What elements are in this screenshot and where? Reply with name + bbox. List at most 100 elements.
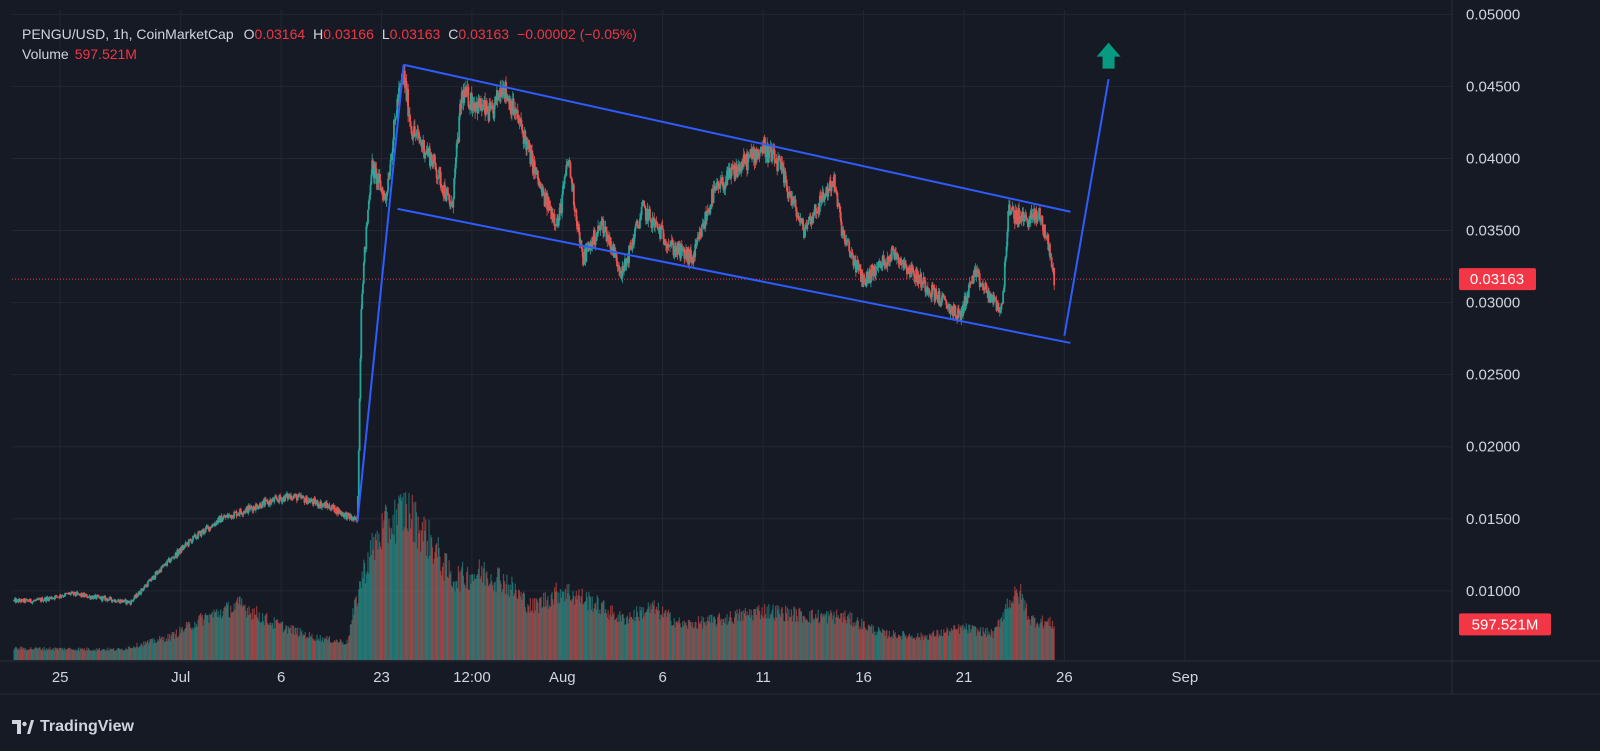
volume-bar xyxy=(418,532,420,660)
volume-bar xyxy=(1028,619,1030,660)
volume-bar xyxy=(282,621,284,660)
volume-bar xyxy=(19,649,21,660)
candle-body xyxy=(491,105,494,110)
candle-body xyxy=(772,149,775,151)
candle-body xyxy=(388,178,390,180)
volume-bar xyxy=(977,631,979,660)
volume-bar xyxy=(543,607,546,660)
candle-body xyxy=(387,178,389,192)
volume-bar xyxy=(544,592,546,660)
symbol-label[interactable]: PENGU/USD, 1h, CoinMarketCap xyxy=(22,26,234,42)
volume-bar xyxy=(753,609,755,660)
volume-bar xyxy=(646,611,648,660)
volume-bar xyxy=(456,588,459,660)
volume-bar xyxy=(969,632,972,660)
volume-bar xyxy=(564,601,566,660)
volume-bar xyxy=(506,574,508,660)
volume-bar xyxy=(119,649,121,660)
volume-bar xyxy=(420,530,423,660)
volume-bar xyxy=(193,627,195,660)
volume-bar xyxy=(191,627,193,660)
volume-bar xyxy=(1025,607,1027,660)
volume-bar xyxy=(767,618,769,660)
volume-bar xyxy=(111,648,113,660)
volume-bar xyxy=(952,629,954,660)
candle-body xyxy=(408,114,411,122)
volume-bar xyxy=(285,625,287,660)
volume-bar xyxy=(906,638,908,660)
volume-bar xyxy=(536,599,538,660)
volume-bar xyxy=(338,642,340,660)
tradingview-logo[interactable]: TradingView xyxy=(12,718,134,736)
candle-body xyxy=(978,273,981,288)
volume-bar xyxy=(885,631,887,660)
volume-bar xyxy=(828,616,830,660)
up-arrow-icon xyxy=(1096,42,1121,69)
volume-bar xyxy=(984,628,987,660)
volume-bar xyxy=(512,596,515,660)
volume-bar xyxy=(943,629,945,660)
volume-bar xyxy=(523,593,526,660)
volume-bar xyxy=(1009,599,1011,660)
volume-bar xyxy=(687,619,690,660)
candle-body xyxy=(302,496,305,498)
volume-bar xyxy=(1026,620,1028,660)
candle-body xyxy=(730,169,733,179)
volume-bar xyxy=(864,627,866,660)
candle-body xyxy=(970,282,973,284)
volume-bar xyxy=(246,607,249,660)
volume-bar xyxy=(389,527,391,660)
candle-body xyxy=(162,564,165,567)
volume-bar xyxy=(58,647,60,660)
candle-body xyxy=(567,163,569,166)
candle-body xyxy=(1000,303,1003,310)
volume-bar xyxy=(1036,623,1038,660)
volume-bar xyxy=(615,617,618,660)
volume-bar xyxy=(465,588,467,660)
volume-bar xyxy=(121,648,123,660)
volume-bar xyxy=(276,619,278,660)
volume-bar xyxy=(815,618,818,660)
volume-bar xyxy=(196,626,198,660)
volume-bar xyxy=(693,627,695,660)
candle-body xyxy=(290,495,292,500)
volume-bar xyxy=(608,619,610,660)
volume-bar xyxy=(1041,622,1043,660)
volume-bar xyxy=(487,586,490,660)
volume-bar xyxy=(203,619,205,660)
volume-label[interactable]: Volume xyxy=(22,46,69,62)
volume-bar xyxy=(645,612,647,660)
volume-bar xyxy=(60,647,62,660)
volume-bar xyxy=(471,574,473,660)
candle-body xyxy=(361,293,364,310)
volume-bar xyxy=(458,572,460,660)
volume-bar xyxy=(686,625,688,660)
volume-bar xyxy=(384,511,386,660)
volume-bar xyxy=(272,628,275,660)
volume-bar xyxy=(830,610,832,660)
volume-bar xyxy=(810,623,812,660)
candle-body xyxy=(668,246,671,248)
volume-bar xyxy=(938,634,941,660)
volume-bar xyxy=(780,608,782,660)
volume-bar xyxy=(278,623,280,660)
candle-body xyxy=(641,204,644,208)
candle-body xyxy=(45,597,48,602)
volume-bar xyxy=(656,606,658,660)
candle-body xyxy=(1006,231,1009,247)
volume-bar xyxy=(825,614,827,660)
volume-bar xyxy=(410,519,413,660)
candle-body xyxy=(855,261,858,273)
candle-body xyxy=(582,251,584,265)
volume-bar xyxy=(236,600,238,660)
volume-bar xyxy=(309,636,311,660)
candle-body xyxy=(518,122,521,123)
volume-bar xyxy=(984,633,986,660)
volume-bar xyxy=(896,638,898,660)
candle-body xyxy=(706,209,709,216)
candle-body xyxy=(105,598,108,600)
candle-body xyxy=(673,253,676,256)
volume-bar xyxy=(1000,617,1003,660)
volume-bar xyxy=(534,610,536,660)
